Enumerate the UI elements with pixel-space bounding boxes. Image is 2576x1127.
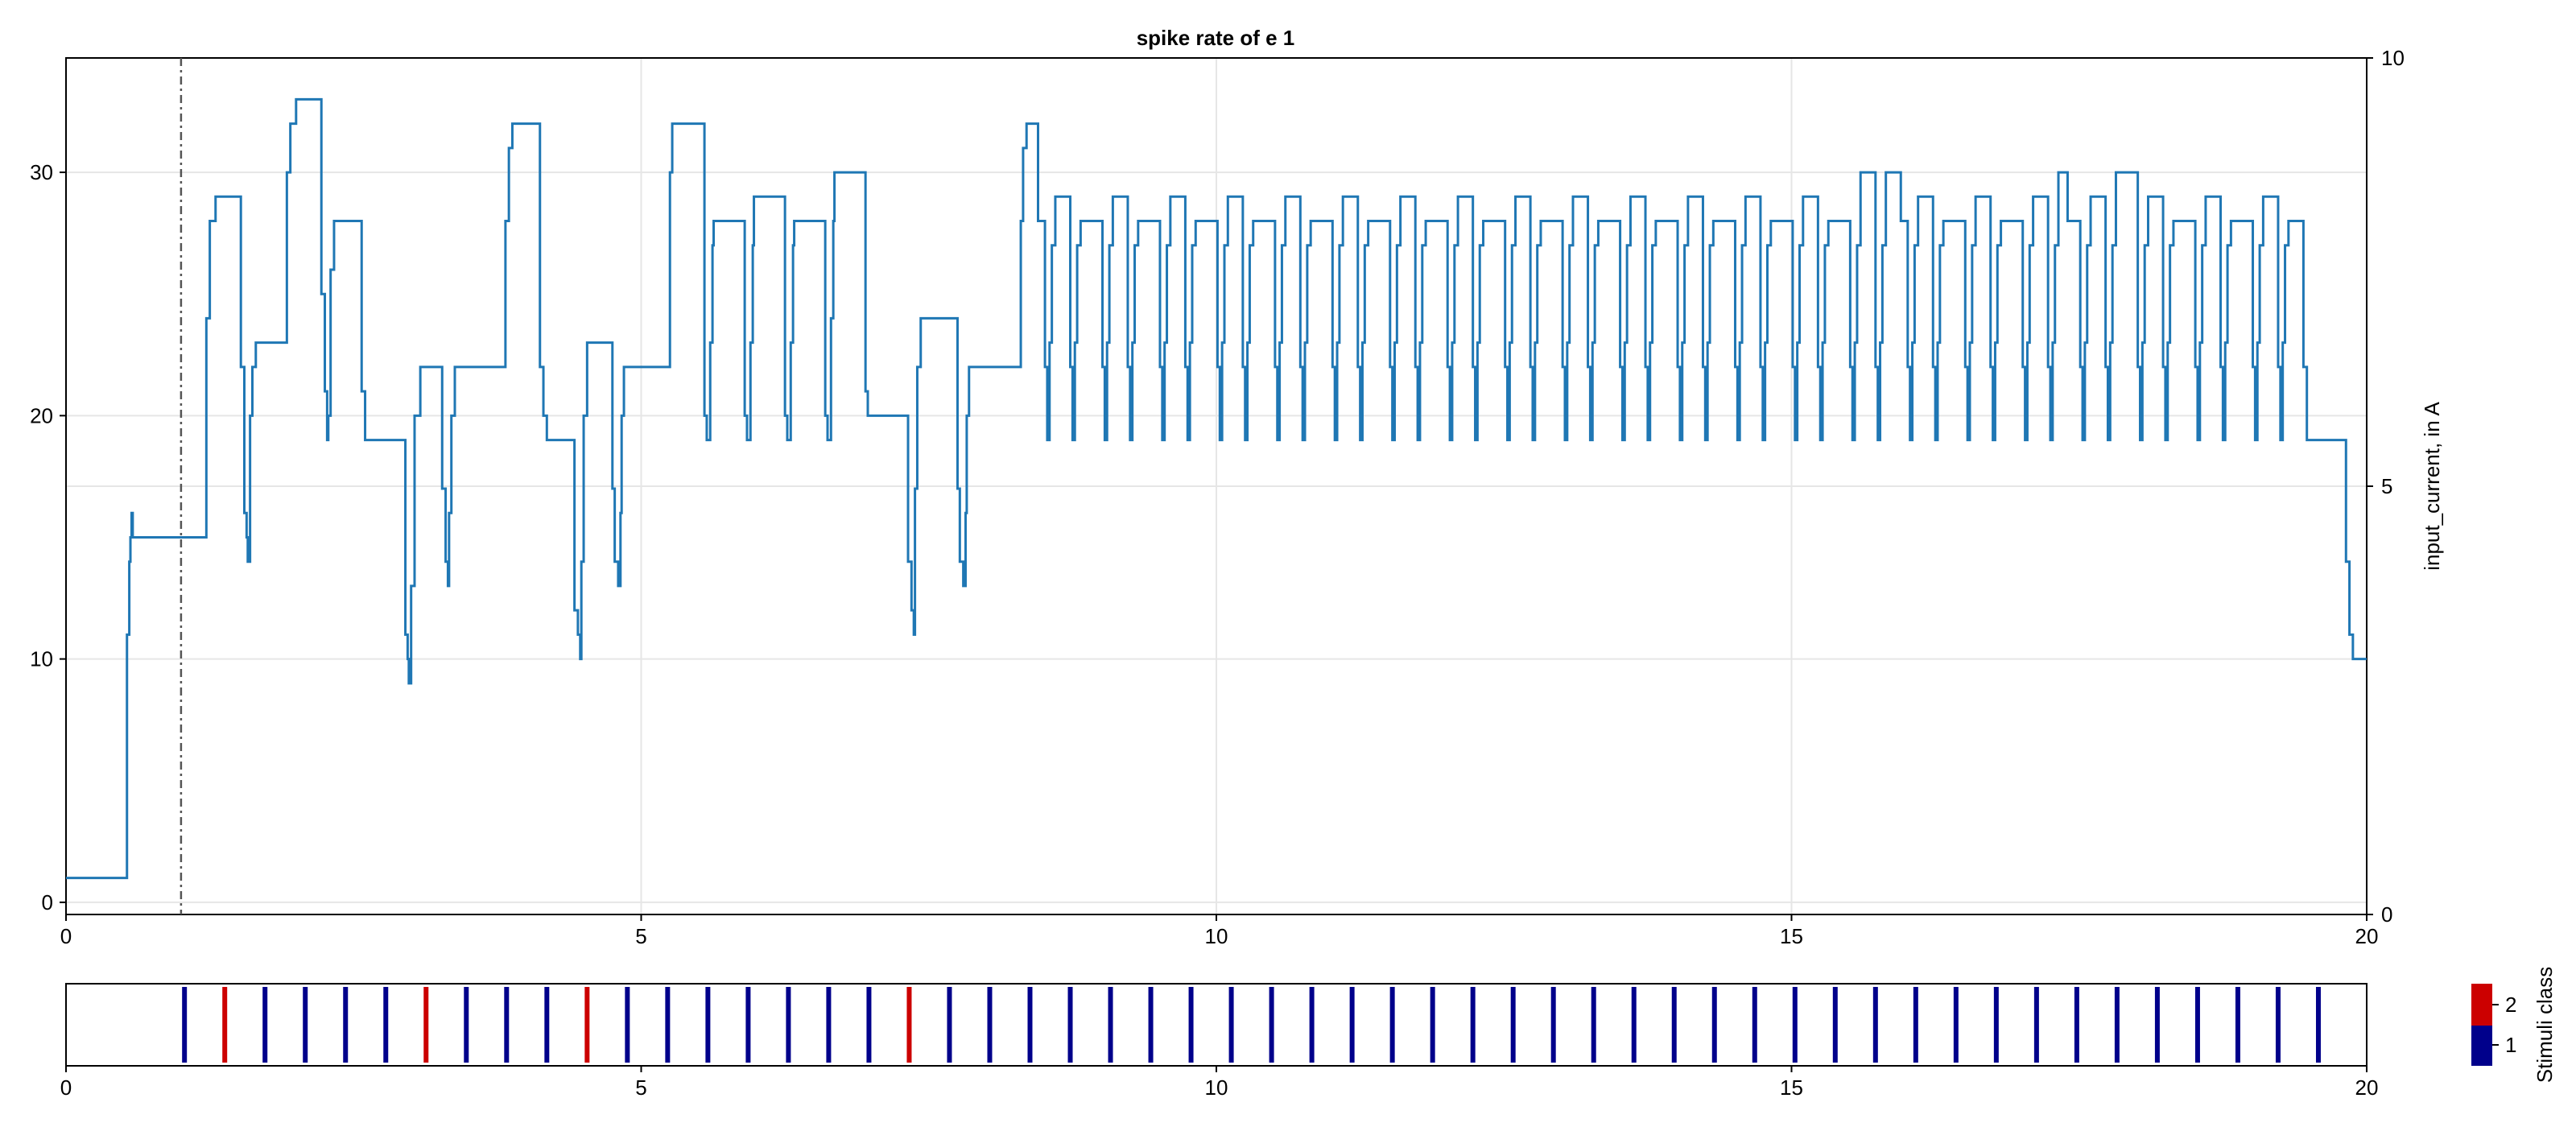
y-tick-label: 0 xyxy=(42,890,53,914)
y2-tick-label: 10 xyxy=(2381,46,2405,70)
stim-x-tick-label: 10 xyxy=(1205,1075,1228,1100)
y-tick-label: 20 xyxy=(30,403,53,427)
stimuli-colorbar: 2 1 Stimuli class xyxy=(2471,967,2557,1083)
stimuli-strip-frame xyxy=(65,983,2368,1067)
stim-x-tick-label: 15 xyxy=(1780,1075,1803,1100)
right-y-ticks: 0 5 10 xyxy=(2367,46,2405,927)
chart-title: spike rate of e 1 xyxy=(1137,26,1295,50)
colorbar-class-2 xyxy=(2471,984,2492,1026)
x-tick-label: 20 xyxy=(2355,924,2379,948)
stim-x-tick-label: 5 xyxy=(635,1075,646,1100)
x-tick-label: 5 xyxy=(635,924,646,948)
stim-x-tick-label: 20 xyxy=(2355,1075,2379,1100)
colorbar-tick-label-1: 1 xyxy=(2505,1033,2516,1057)
right-axis-label: input_current, in A xyxy=(2420,402,2444,571)
x-tick-label: 15 xyxy=(1780,924,1803,948)
y-tick-label: 30 xyxy=(30,160,53,184)
x-tick-label: 0 xyxy=(60,924,72,948)
stimuli-x-ticks: 0 5 10 15 20 xyxy=(60,1066,2379,1100)
colorbar-label: Stimuli class xyxy=(2533,967,2557,1083)
x-tick-label: 10 xyxy=(1205,924,1228,948)
y-tick-label: 10 xyxy=(30,647,53,671)
stim-x-tick-label: 0 xyxy=(60,1075,72,1100)
main-y-ticks: 0 10 20 30 xyxy=(30,160,66,914)
stimuli-strip: 0 5 10 15 20 xyxy=(60,983,2379,1100)
stimuli-bars xyxy=(182,987,2321,1063)
main-gridlines xyxy=(65,58,2368,914)
colorbar-tick-label-2: 2 xyxy=(2505,993,2516,1017)
main-plot-area: 0 5 10 15 20 0 10 20 30 0 5 10 input_current, in … xyxy=(30,46,2444,948)
main-x-ticks: 0 5 10 15 20 xyxy=(60,914,2379,948)
spike-rate-line xyxy=(66,97,2367,880)
colorbar-class-1 xyxy=(2471,1026,2492,1066)
y2-tick-label: 0 xyxy=(2381,902,2392,927)
y2-tick-label: 5 xyxy=(2381,474,2392,498)
